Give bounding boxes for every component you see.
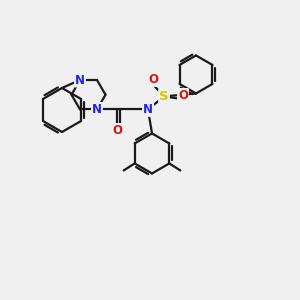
- Text: O: O: [148, 73, 158, 86]
- Text: O: O: [112, 124, 122, 137]
- Text: N: N: [92, 103, 102, 116]
- Text: N: N: [143, 103, 153, 116]
- Text: S: S: [159, 90, 169, 103]
- Text: N: N: [75, 74, 85, 86]
- Text: O: O: [178, 89, 188, 102]
